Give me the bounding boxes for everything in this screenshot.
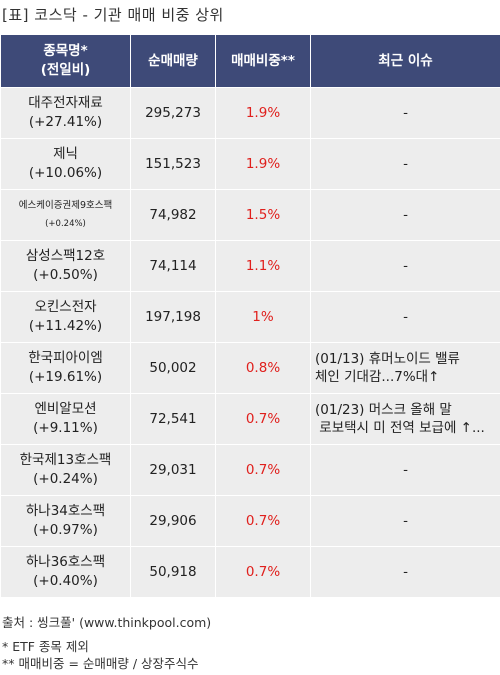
recent-issue-cell: - (311, 139, 500, 189)
table-row: 대주전자재료 (+27.41%) 295,273 1.9% - (1, 88, 500, 138)
table-row: 하나36호스팩 (+0.40%) 50,918 0.7% - (1, 547, 500, 597)
net-buy-value: 29,031 (131, 445, 215, 495)
stock-name: 제닉 (53, 146, 78, 162)
table-row: 엔비알모션 (+9.11%) 72,541 0.7% (01/23) 머스크 올해 말 … (1, 394, 500, 444)
recent-issue-line1: - (403, 513, 408, 529)
recent-issue-line1: (01/23) 머스크 올해 말 (315, 402, 452, 418)
net-buy-value: 74,114 (131, 241, 215, 291)
net-buy-value: 50,918 (131, 547, 215, 597)
recent-issue-line1: - (403, 207, 408, 223)
net-buy-value: 72,541 (131, 394, 215, 444)
table-title: [표] 코스닥 - 기관 매매 비중 상위 (2, 6, 224, 24)
stock-change: (+11.42%) (28, 318, 103, 334)
stock-change: (+0.40%) (33, 573, 98, 589)
stock-change: (+19.61%) (28, 369, 103, 385)
net-buy-value: 29,906 (131, 496, 215, 546)
recent-issue-cell: - (311, 88, 500, 138)
stock-name-cell: 한국제13호스팩 (+0.24%) (1, 445, 130, 495)
recent-issue-line1: - (403, 564, 408, 580)
stock-name: 하나36호스팩 (25, 554, 106, 570)
recent-issue-cell: - (311, 496, 500, 546)
stock-name-cell: 하나34호스팩 (+0.97%) (1, 496, 130, 546)
table-row: 에스케이증권제9호스팩 (+0.24%) 74,982 1.5% - (1, 190, 500, 240)
net-buy-value: 295,273 (131, 88, 215, 138)
recent-issue-line1: - (403, 258, 408, 274)
stock-name-cell: 하나36호스팩 (+0.40%) (1, 547, 130, 597)
trade-ratio-value: 0.7% (216, 394, 310, 444)
stock-name: 엔비알모션 (34, 401, 97, 417)
net-buy-value: 197,198 (131, 292, 215, 342)
stock-change: (+0.50%) (33, 267, 98, 283)
stock-change: (+0.97%) (33, 522, 98, 538)
recent-issue-cell: - (311, 190, 500, 240)
stock-change: (+0.24%) (33, 471, 98, 487)
trade-ratio-value: 0.7% (216, 496, 310, 546)
footer-note-etf: * ETF 종목 제외 (2, 639, 89, 654)
header-trade-ratio: 매매비중** (216, 35, 310, 87)
trade-ratio-value: 0.7% (216, 445, 310, 495)
stock-change: (+0.24%) (45, 219, 86, 229)
recent-issue-line1: (01/13) 휴머노이드 밸류 (315, 351, 460, 367)
stock-name: 하나34호스팩 (25, 503, 106, 519)
header-stock-name-line2: (전일비) (40, 62, 91, 78)
table-row: 한국피아이엠 (+19.61%) 50,002 0.8% (01/13) 휴머노이드 밸… (1, 343, 500, 393)
table-row: 한국제13호스팩 (+0.24%) 29,031 0.7% - (1, 445, 500, 495)
trade-ratio-value: 0.8% (216, 343, 310, 393)
table-row: 삼성스팩12호 (+0.50%) 74,114 1.1% - (1, 241, 500, 291)
table-header-row: 종목명* (전일비) 순매매량 매매비중** 최근 이슈 (1, 35, 500, 87)
trade-ratio-value: 1.9% (216, 139, 310, 189)
stock-name-cell: 엔비알모션 (+9.11%) (1, 394, 130, 444)
recent-issue-cell: (01/23) 머스크 올해 말 로보택시 미 전역 보급에 ↑... (311, 394, 500, 444)
recent-issue-line2: 로보택시 미 전역 보급에 ↑... (315, 420, 485, 436)
trade-ratio-value: 1.1% (216, 241, 310, 291)
stock-name: 한국제13호스팩 (19, 452, 112, 468)
institution-trading-table: 종목명* (전일비) 순매매량 매매비중** 최근 이슈 대주전자재료 (+27.… (0, 34, 500, 598)
footer-note-ratio: ** 매매비중 = 순매매량 / 상장주식수 (2, 656, 199, 671)
header-net-buy: 순매매량 (131, 35, 215, 87)
stock-name-cell: 제닉 (+10.06%) (1, 139, 130, 189)
stock-name: 에스케이증권제9호스팩 (18, 200, 113, 211)
stock-name: 한국피아이엠 (28, 350, 103, 366)
table-row: 제닉 (+10.06%) 151,523 1.9% - (1, 139, 500, 189)
recent-issue-line1: - (403, 309, 408, 325)
stock-change: (+27.41%) (28, 114, 103, 130)
recent-issue-cell: - (311, 292, 500, 342)
stock-name-cell: 오킨스전자 (+11.42%) (1, 292, 130, 342)
recent-issue-cell: - (311, 445, 500, 495)
table-row: 하나34호스팩 (+0.97%) 29,906 0.7% - (1, 496, 500, 546)
stock-change: (+10.06%) (28, 165, 103, 181)
stock-name: 대주전자재료 (28, 95, 103, 111)
stock-name: 삼성스팩12호 (25, 248, 106, 264)
footer-source: 출처 : 씽크풀' (www.thinkpool.com) (2, 615, 212, 630)
recent-issue-line1: - (403, 105, 408, 121)
stock-name-cell: 대주전자재료 (+27.41%) (1, 88, 130, 138)
recent-issue-line1: - (403, 462, 408, 478)
header-recent-issue: 최근 이슈 (311, 35, 500, 87)
header-stock-name: 종목명* (전일비) (1, 35, 130, 87)
stock-name-cell: 삼성스팩12호 (+0.50%) (1, 241, 130, 291)
net-buy-value: 74,982 (131, 190, 215, 240)
stock-name-cell: 에스케이증권제9호스팩 (+0.24%) (1, 190, 130, 240)
trade-ratio-value: 1.9% (216, 88, 310, 138)
trade-ratio-value: 1.5% (216, 190, 310, 240)
trade-ratio-value: 0.7% (216, 547, 310, 597)
stock-name-cell: 한국피아이엠 (+19.61%) (1, 343, 130, 393)
recent-issue-line1: - (403, 156, 408, 172)
net-buy-value: 151,523 (131, 139, 215, 189)
trade-ratio-value: 1% (216, 292, 310, 342)
stock-change: (+9.11%) (33, 420, 98, 436)
net-buy-value: 50,002 (131, 343, 215, 393)
stock-name: 오킨스전자 (34, 299, 97, 315)
recent-issue-cell: - (311, 547, 500, 597)
recent-issue-cell: - (311, 241, 500, 291)
header-stock-name-line1: 종목명* (43, 43, 88, 59)
table-row: 오킨스전자 (+11.42%) 197,198 1% - (1, 292, 500, 342)
recent-issue-line2: 체인 기대감...7%대↑ (315, 369, 440, 385)
